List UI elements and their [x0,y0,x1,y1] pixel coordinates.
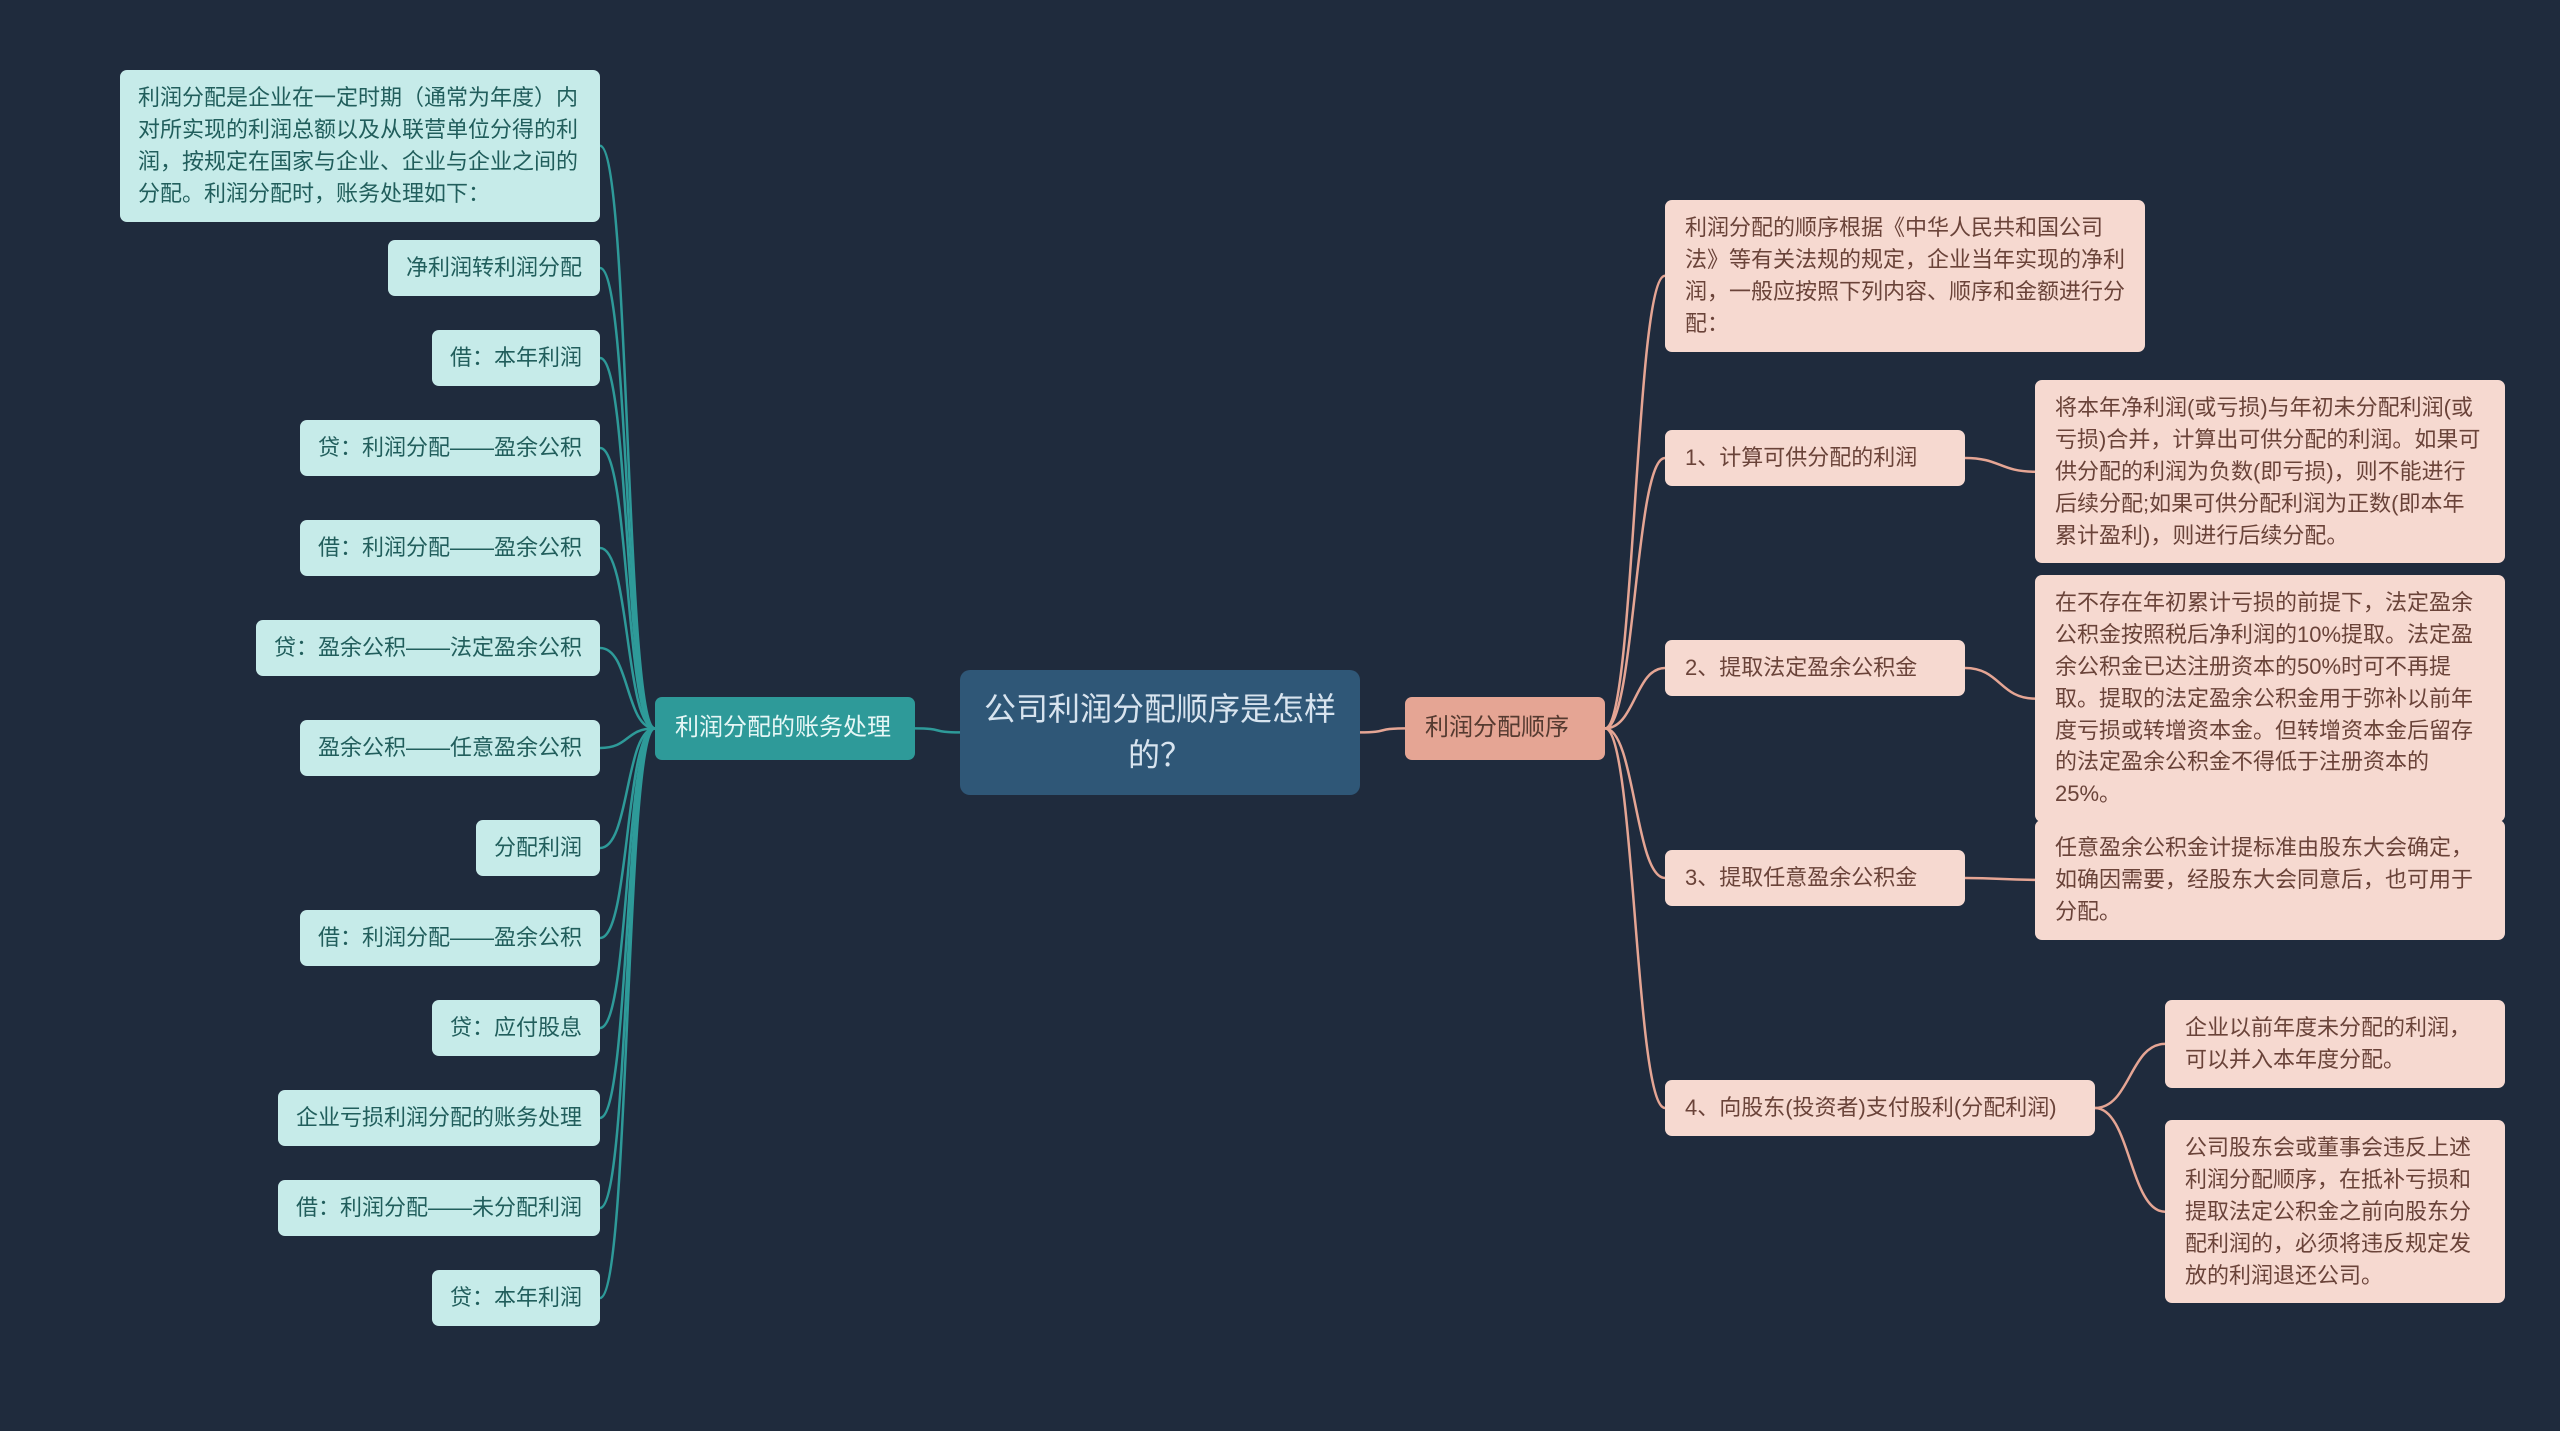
left-leaf-4: 借：利润分配——盈余公积 [300,520,600,576]
right-sub-4a: 企业以前年度未分配的利润，可以并入本年度分配。 [2165,1000,2505,1088]
right-node-2: 2、提取法定盈余公积金 [1665,640,1965,696]
mindmap-canvas: 公司利润分配顺序是怎样的？ 利润分配的账务处理 利润分配是企业在一定时期（通常为… [0,0,2560,1431]
left-branch-node: 利润分配的账务处理 [655,697,915,760]
left-leaf-3: 贷：利润分配——盈余公积 [300,420,600,476]
right-sub-2a: 在不存在年初累计亏损的前提下，法定盈余公积金按照税后净利润的10%提取。法定盈余… [2035,575,2505,822]
left-leaf-9: 贷：应付股息 [432,1000,600,1056]
right-sub-1a: 将本年净利润(或亏损)与年初未分配利润(或亏损)合并，计算出可供分配的利润。如果… [2035,380,2505,563]
left-leaf-11: 借：利润分配——未分配利润 [278,1180,600,1236]
right-node-0: 利润分配的顺序根据《中华人民共和国公司法》等有关法规的规定，企业当年实现的净利润… [1665,200,2145,352]
left-leaf-1: 净利润转利润分配 [388,240,600,296]
center-node: 公司利润分配顺序是怎样的？ [960,670,1360,795]
right-node-1: 1、计算可供分配的利润 [1665,430,1965,486]
right-node-3: 3、提取任意盈余公积金 [1665,850,1965,906]
left-leaf-8: 借：利润分配——盈余公积 [300,910,600,966]
right-node-4: 4、向股东(投资者)支付股利(分配利润) [1665,1080,2095,1136]
left-leaf-0: 利润分配是企业在一定时期（通常为年度）内对所实现的利润总额以及从联营单位分得的利… [120,70,600,222]
left-leaf-6: 盈余公积——任意盈余公积 [300,720,600,776]
right-sub-3a: 任意盈余公积金计提标准由股东大会确定，如确因需要，经股东大会同意后，也可用于分配… [2035,820,2505,940]
left-leaf-7: 分配利润 [476,820,600,876]
right-sub-4b: 公司股东会或董事会违反上述利润分配顺序，在抵补亏损和提取法定公积金之前向股东分配… [2165,1120,2505,1303]
left-leaf-5: 贷：盈余公积——法定盈余公积 [256,620,600,676]
left-leaf-10: 企业亏损利润分配的账务处理 [278,1090,600,1146]
left-leaf-2: 借：本年利润 [432,330,600,386]
left-leaf-12: 贷：本年利润 [432,1270,600,1326]
right-branch-node: 利润分配顺序 [1405,697,1605,760]
